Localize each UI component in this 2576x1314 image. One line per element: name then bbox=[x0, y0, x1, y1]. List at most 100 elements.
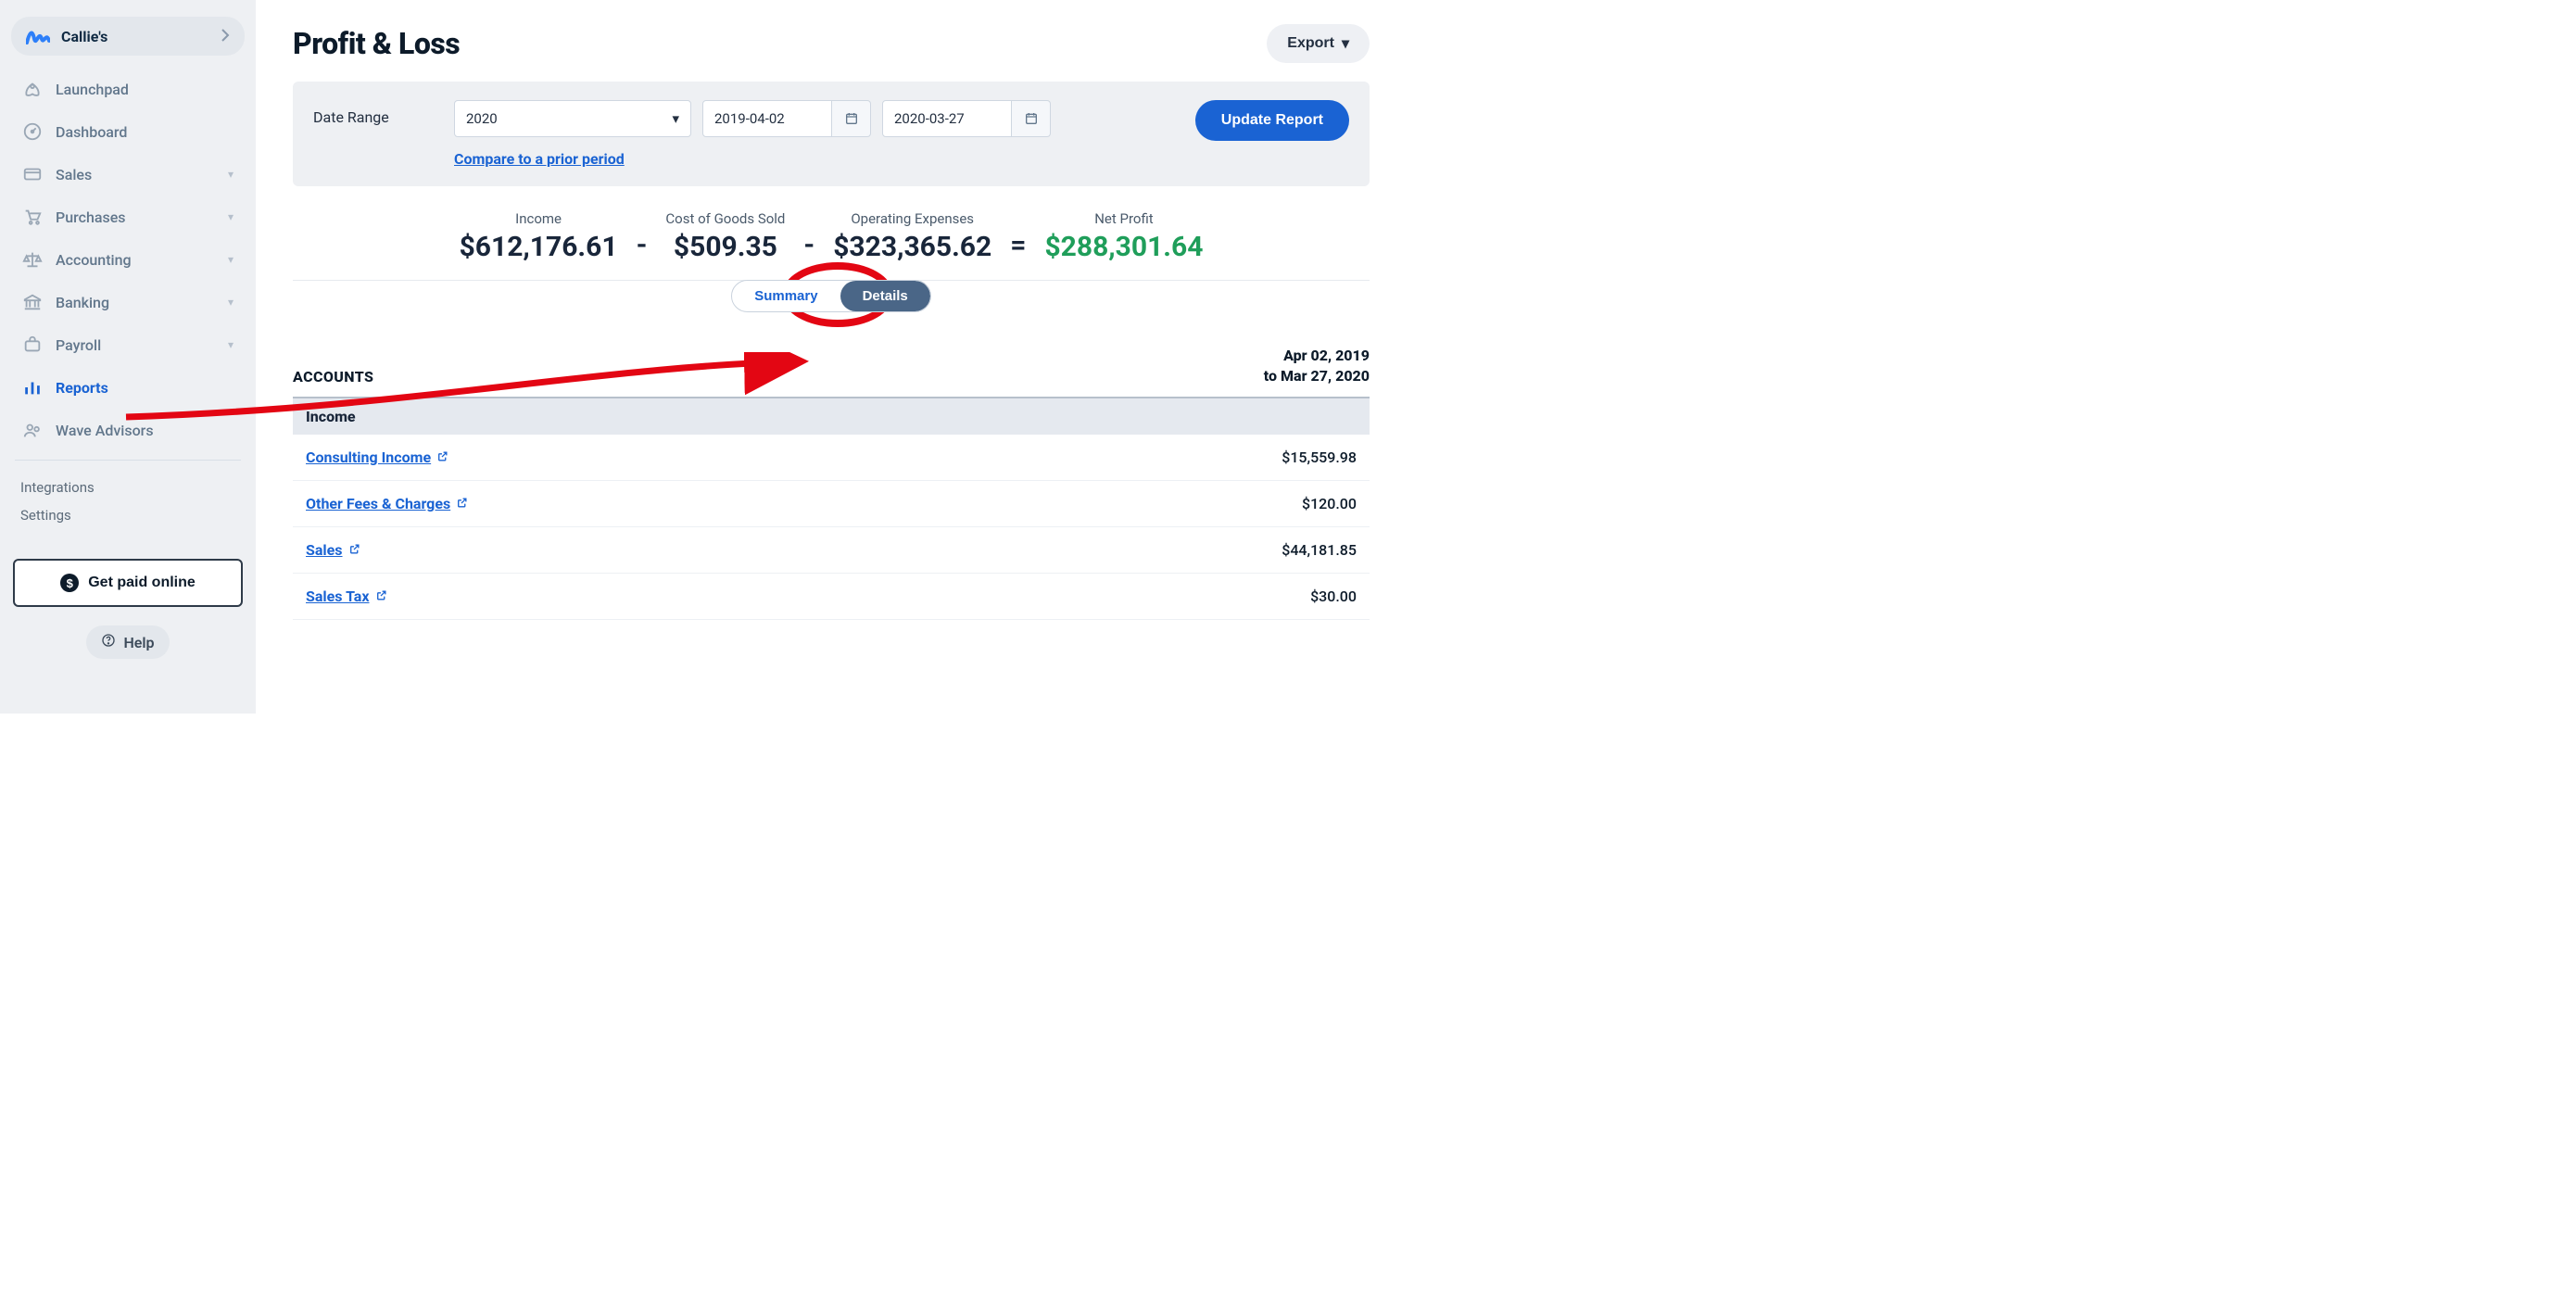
title-row: Profit & Loss Export ▾ bbox=[293, 24, 1370, 63]
pl-equation: Income $612,176.61 - Cost of Goods Sold … bbox=[293, 210, 1370, 263]
sidebar-item-sales[interactable]: Sales ▾ bbox=[15, 154, 241, 195]
sidebar-link-integrations[interactable]: Integrations bbox=[20, 474, 235, 501]
calendar-icon[interactable] bbox=[832, 100, 871, 137]
chevron-down-icon: ▾ bbox=[228, 296, 234, 309]
table-row: Sales Tax $30.00 bbox=[293, 574, 1370, 620]
nav-label: Reports bbox=[56, 379, 108, 397]
primary-nav: Launchpad Dashboard Sales ▾ Purchases ▾ … bbox=[7, 69, 248, 450]
nav-label: Launchpad bbox=[56, 81, 129, 98]
nav-label: Dashboard bbox=[56, 123, 127, 141]
date-preset-select[interactable]: 2020 ▾ bbox=[454, 100, 691, 137]
preset-value: 2020 bbox=[466, 110, 498, 127]
nav-label: Purchases bbox=[56, 208, 126, 226]
external-link-icon bbox=[456, 495, 468, 512]
filters-column: 2020 ▾ 2019-04-02 2020-03-27 bbox=[454, 100, 1051, 168]
chevron-down-icon: ▾ bbox=[228, 253, 234, 266]
table-rows: Consulting Income $15,559.98 Other Fees &… bbox=[293, 435, 1370, 620]
wave-logo-icon bbox=[26, 26, 50, 46]
eq-income-label: Income bbox=[515, 210, 562, 227]
rocket-icon bbox=[22, 79, 43, 99]
cart-icon bbox=[22, 207, 43, 227]
sidebar-item-launchpad[interactable]: Launchpad bbox=[15, 69, 241, 109]
sidebar-item-payroll[interactable]: Payroll ▾ bbox=[15, 324, 241, 365]
page-title: Profit & Loss bbox=[293, 26, 460, 61]
start-date-input[interactable]: 2019-04-02 bbox=[702, 100, 832, 137]
nav-label: Sales bbox=[56, 166, 92, 183]
eq-net-value: $288,301.64 bbox=[1044, 231, 1203, 263]
dollar-icon: $ bbox=[60, 574, 79, 592]
sidebar: Callie's Launchpad Dashboard Sales ▾ Pur… bbox=[0, 0, 256, 714]
update-report-button[interactable]: Update Report bbox=[1195, 100, 1349, 141]
account-amount: $120.00 bbox=[1302, 495, 1357, 512]
caret-down-icon: ▾ bbox=[672, 110, 679, 127]
range-line-1: Apr 02, 2019 bbox=[1264, 346, 1370, 366]
sidebar-item-accounting[interactable]: Accounting ▾ bbox=[15, 239, 241, 280]
help-icon bbox=[101, 633, 116, 651]
sidebar-link-settings[interactable]: Settings bbox=[20, 501, 235, 529]
eq-cogs: Cost of Goods Sold $509.35 bbox=[665, 210, 785, 263]
eq-cogs-value: $509.35 bbox=[674, 231, 777, 263]
chevron-down-icon: ▾ bbox=[228, 338, 234, 351]
end-date-input[interactable]: 2020-03-27 bbox=[882, 100, 1012, 137]
help-label: Help bbox=[123, 634, 154, 651]
business-selector[interactable]: Callie's bbox=[11, 17, 245, 56]
account-link[interactable]: Consulting Income bbox=[306, 449, 448, 466]
eq-cogs-label: Cost of Goods Sold bbox=[665, 210, 785, 227]
start-date-group: 2019-04-02 bbox=[702, 100, 871, 137]
eq-net: Net Profit $288,301.64 bbox=[1044, 210, 1203, 263]
account-link[interactable]: Sales Tax bbox=[306, 588, 387, 605]
account-link[interactable]: Sales bbox=[306, 541, 360, 559]
accounts-header: ACCOUNTS bbox=[293, 368, 373, 385]
export-label: Export bbox=[1287, 35, 1334, 52]
account-amount: $30.00 bbox=[1310, 588, 1357, 605]
toggle-summary-button[interactable]: Summary bbox=[732, 281, 840, 311]
chevron-down-icon: ▾ bbox=[228, 168, 234, 181]
eq-opex-value: $323,365.62 bbox=[833, 231, 991, 263]
calendar-icon[interactable] bbox=[1012, 100, 1051, 137]
app-root: Callie's Launchpad Dashboard Sales ▾ Pur… bbox=[0, 0, 1407, 714]
toggle-details-button[interactable]: Details bbox=[840, 281, 930, 311]
sidebar-item-wave-advisors[interactable]: Wave Advisors bbox=[15, 410, 241, 450]
nav-label: Payroll bbox=[56, 336, 101, 354]
eq-opex-label: Operating Expenses bbox=[851, 210, 974, 227]
sidebar-item-banking[interactable]: Banking ▾ bbox=[15, 282, 241, 322]
main-content: Profit & Loss Export ▾ Date Range 2020 ▾… bbox=[256, 0, 1407, 714]
eq-minus-1: - bbox=[637, 229, 648, 263]
external-link-icon bbox=[375, 588, 387, 605]
view-toggle: Summary Details bbox=[731, 280, 931, 312]
end-date-group: 2020-03-27 bbox=[882, 100, 1051, 137]
people-icon bbox=[22, 420, 43, 440]
nav-label: Banking bbox=[56, 294, 109, 311]
table-header: ACCOUNTS Apr 02, 2019 to Mar 27, 2020 bbox=[293, 312, 1370, 397]
chevron-right-icon bbox=[221, 28, 230, 45]
sidebar-item-reports[interactable]: Reports bbox=[15, 367, 241, 408]
cta-label: Get paid online bbox=[88, 575, 196, 591]
business-name: Callie's bbox=[61, 28, 107, 45]
external-link-icon bbox=[348, 541, 360, 559]
eq-equals: = bbox=[1010, 229, 1026, 263]
table-row: Other Fees & Charges $120.00 bbox=[293, 481, 1370, 527]
view-toggle-wrap: Summary Details bbox=[293, 280, 1370, 312]
filters-panel: Date Range 2020 ▾ 2019-04-02 2020-03-27 bbox=[293, 82, 1370, 186]
account-link[interactable]: Other Fees & Charges bbox=[306, 495, 468, 512]
range-line-2: to Mar 27, 2020 bbox=[1264, 366, 1370, 386]
nav-label: Accounting bbox=[56, 251, 132, 269]
sidebar-item-purchases[interactable]: Purchases ▾ bbox=[15, 196, 241, 237]
table-row: Sales $44,181.85 bbox=[293, 527, 1370, 574]
get-paid-online-button[interactable]: $ Get paid online bbox=[13, 559, 243, 607]
eq-opex: Operating Expenses $323,365.62 bbox=[833, 210, 991, 263]
eq-minus-2: - bbox=[803, 229, 814, 263]
sidebar-item-dashboard[interactable]: Dashboard bbox=[15, 111, 241, 152]
compare-period-link[interactable]: Compare to a prior period bbox=[454, 150, 1051, 168]
chevron-down-icon: ▾ bbox=[228, 210, 234, 223]
gauge-icon bbox=[22, 121, 43, 142]
help-button[interactable]: Help bbox=[86, 625, 169, 659]
eq-income: Income $612,176.61 bbox=[460, 210, 618, 263]
nav-label: Wave Advisors bbox=[56, 422, 154, 439]
nav-divider bbox=[15, 460, 241, 461]
account-amount: $15,559.98 bbox=[1282, 449, 1357, 466]
export-button[interactable]: Export ▾ bbox=[1267, 24, 1370, 63]
eq-net-label: Net Profit bbox=[1094, 210, 1153, 227]
eq-income-value: $612,176.61 bbox=[460, 231, 618, 263]
caret-down-icon: ▾ bbox=[1342, 34, 1349, 53]
